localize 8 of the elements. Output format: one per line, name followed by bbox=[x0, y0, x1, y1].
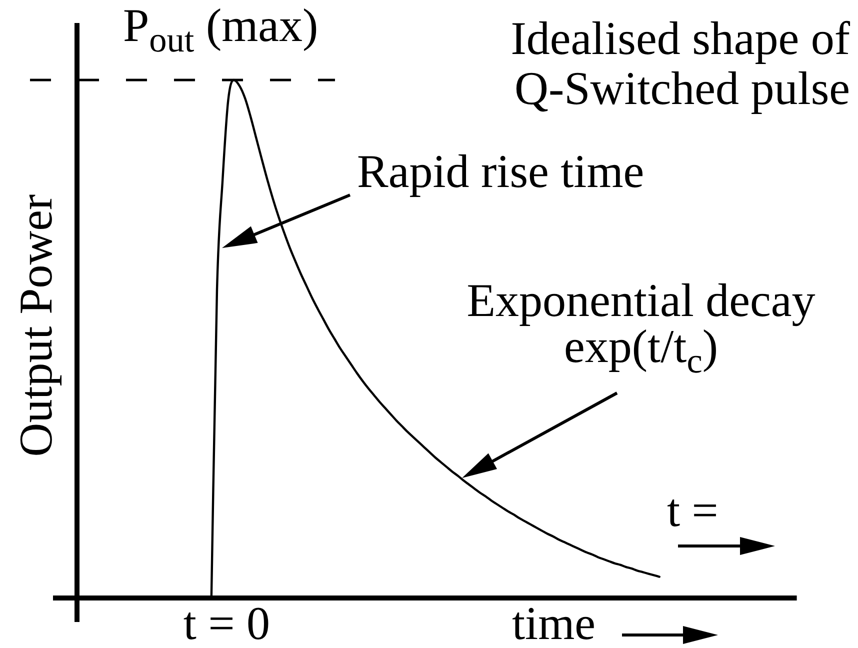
chart-title: Idealised shape of Q-Switched pulse bbox=[510, 13, 850, 115]
annotation: Exponential decay exp(t/t$_{c}$) bbox=[466, 275, 816, 381]
y-axis-title: Output Power bbox=[10, 192, 62, 458]
annotation: t = bbox=[667, 485, 718, 537]
x-axis-title: time bbox=[512, 598, 596, 648]
annotation: Rapid rise time bbox=[357, 146, 644, 198]
annotation: t = 0 bbox=[183, 598, 270, 648]
ref-line-label: P$_{out}$ (max) bbox=[123, 0, 318, 60]
